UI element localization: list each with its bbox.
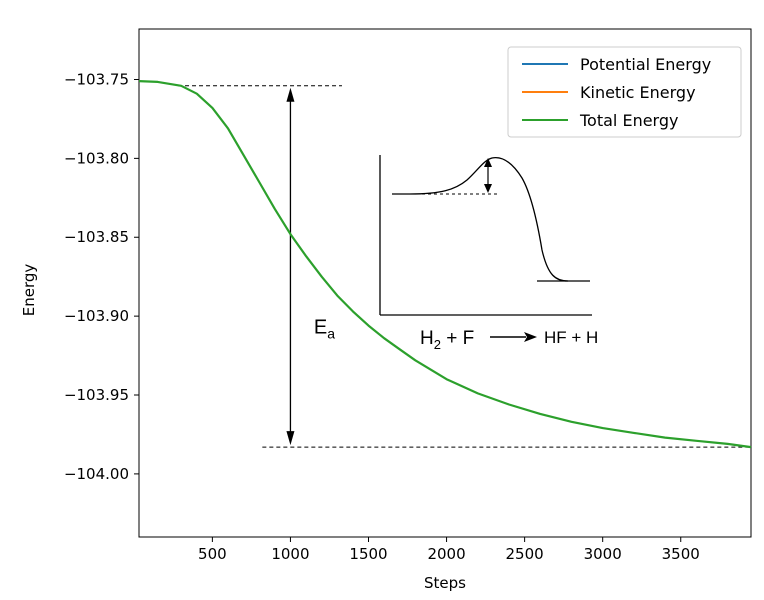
inset-barrier-arrow-down-head [484, 184, 492, 193]
plot-frame [138, 28, 752, 538]
inset-h-label: H [420, 328, 434, 349]
y-tick-label: −103.75 [64, 70, 129, 88]
x-tick-label: 2000 [427, 545, 465, 563]
series-layer [138, 80, 752, 449]
inset-h-subscript: 2 [434, 337, 441, 352]
activation-energy-annotations [178, 85, 751, 448]
y-tick-label: −103.85 [64, 228, 129, 246]
ea-arrow-down-head [286, 431, 295, 446]
inset-reaction-arrow-head [524, 332, 537, 342]
inset-barrier-arrow-up-head [484, 158, 492, 167]
y-tick-label: −103.95 [64, 386, 129, 404]
ea-label: Ea [314, 316, 335, 341]
x-tick-label: 2500 [506, 545, 544, 563]
x-tick-label: 3500 [662, 545, 700, 563]
x-tick-label: 1500 [349, 545, 387, 563]
x-tick-label: 1000 [271, 545, 309, 563]
y-tick-label: −104.00 [64, 465, 129, 483]
y-tick-label: −103.80 [64, 149, 129, 167]
inset-reactants-label: H2 + F [420, 328, 474, 352]
reaction-inset: H2 + F HF + H [379, 155, 598, 352]
series-line-total-energy [138, 80, 752, 449]
legend-label-potential: Potential Energy [580, 55, 711, 74]
ea-label-main: E [314, 316, 327, 338]
y-tick-label: −103.90 [64, 307, 129, 325]
x-tick-label: 3000 [584, 545, 622, 563]
legend-label-kinetic: Kinetic Energy [580, 83, 696, 102]
inset-plus-f-label: + F [441, 328, 474, 349]
y-axis: −103.75 −103.80 −103.85 −103.90 −103.95 −104.… [64, 70, 139, 483]
legend: Potential Energy Kinetic Energy Total En… [507, 46, 742, 138]
inset-products-label: HF + H [544, 328, 598, 347]
legend-label-total: Total Energy [579, 111, 678, 130]
ea-arrow-up-head [286, 87, 295, 102]
inset-energy-profile [409, 156, 569, 282]
ea-label-sub: a [327, 325, 335, 341]
legend-box [507, 46, 742, 138]
x-axis: 500 1000 1500 2000 2500 3000 3500 [198, 537, 700, 563]
y-axis-title: Energy [20, 264, 38, 317]
x-tick-label: 500 [198, 545, 227, 563]
x-axis-title: Steps [424, 574, 466, 592]
